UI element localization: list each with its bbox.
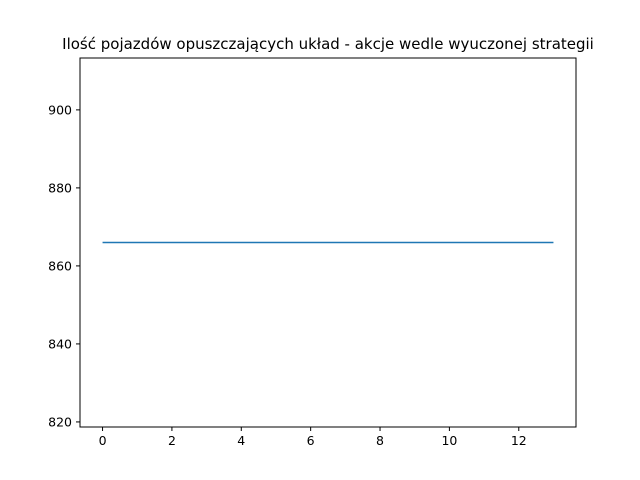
x-tick-label: 4 — [237, 433, 245, 448]
y-axis: 820 840 860 880 900 — [48, 102, 80, 429]
x-tick-label: 12 — [511, 433, 527, 448]
x-tick-label: 0 — [99, 433, 107, 448]
chart-title: Ilość pojazdów opuszczających układ - ak… — [62, 35, 594, 53]
axes-frame — [79, 57, 577, 428]
x-tick-label: 6 — [307, 433, 315, 448]
x-tick-label: 8 — [376, 433, 384, 448]
x-tick-label: 2 — [168, 433, 176, 448]
y-tick-label: 840 — [48, 336, 72, 351]
x-axis: 0 2 4 6 8 10 12 — [99, 427, 527, 448]
y-tick-label: 880 — [48, 180, 72, 195]
x-tick-label: 10 — [441, 433, 457, 448]
y-tick-label: 860 — [48, 258, 72, 273]
y-tick-label: 900 — [48, 102, 72, 117]
y-tick-label: 820 — [48, 414, 72, 429]
